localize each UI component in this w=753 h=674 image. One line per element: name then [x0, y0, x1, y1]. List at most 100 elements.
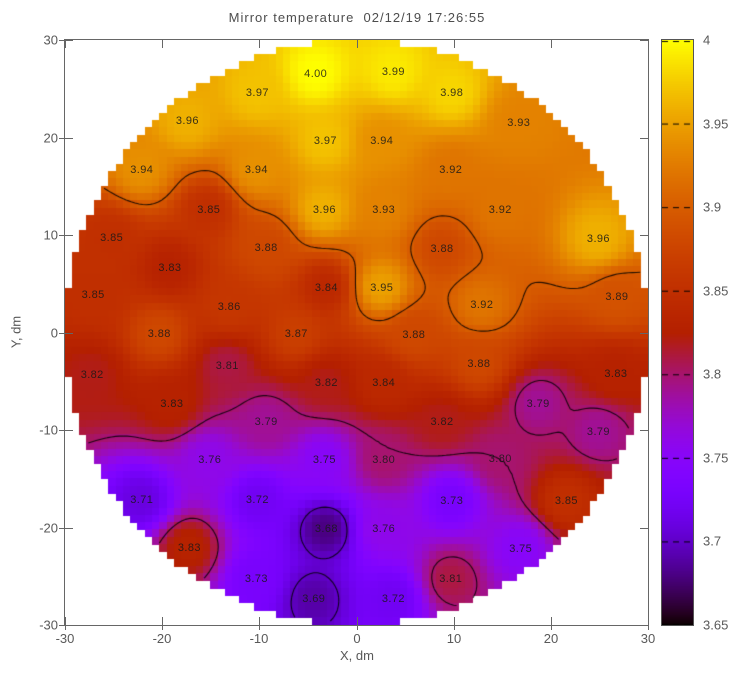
y-tick	[59, 333, 65, 334]
y-tick	[65, 430, 73, 431]
temperature-label: 3.94	[244, 163, 268, 176]
y-tick	[640, 625, 648, 626]
colorbar-gradient	[662, 40, 693, 625]
temperature-label: 3.89	[605, 291, 629, 304]
temperature-label: 3.73	[244, 573, 268, 586]
y-tick	[65, 40, 73, 41]
colorbar-tick-label: 3.75	[703, 450, 729, 466]
temperature-label: 3.76	[372, 523, 396, 536]
y-tick	[640, 235, 648, 236]
temperature-label: 3.95	[370, 281, 394, 294]
temperature-label: 3.71	[130, 494, 154, 507]
y-tick	[59, 40, 65, 41]
temperature-label: 3.88	[430, 242, 454, 255]
y-tick	[65, 528, 73, 529]
temperature-label: 3.81	[439, 573, 463, 586]
plot-title: Mirror temperature 02/12/19 17:26:55	[228, 10, 486, 25]
x-tick	[454, 617, 455, 625]
temperature-label: 3.94	[370, 135, 394, 148]
colorbar-tick-label: 3.7	[703, 533, 722, 549]
temperature-label: 3.80	[372, 454, 396, 467]
colorbar-tick-label: 4	[703, 32, 711, 48]
temperature-label: 3.87	[284, 328, 308, 341]
y-tick-label: 10	[43, 227, 58, 243]
temperature-label: 3.82	[80, 369, 104, 382]
temperature-label: 3.76	[198, 454, 222, 467]
x-tick	[162, 40, 163, 48]
colorbar-tick-label: 3.85	[703, 283, 729, 299]
y-tick	[65, 333, 73, 334]
temperature-label: 3.96	[586, 232, 610, 245]
temperature-label: 3.79	[526, 397, 550, 410]
colorbar-tick-label: 3.65	[703, 617, 729, 633]
temperature-label: 3.83	[160, 397, 184, 410]
y-tick	[640, 430, 648, 431]
x-tick-label: 20	[543, 631, 559, 646]
y-tick	[640, 528, 648, 529]
y-tick	[59, 528, 65, 529]
x-tick-label: 0	[353, 631, 361, 646]
y-tick	[59, 138, 65, 139]
y-tick	[59, 625, 65, 626]
temperature-label: 3.98	[440, 86, 464, 99]
colorbar	[661, 39, 694, 626]
temperature-label: 3.83	[177, 541, 201, 554]
temperature-label: 3.73	[440, 495, 464, 508]
y-tick	[65, 138, 73, 139]
y-tick	[640, 40, 648, 41]
heatmap-canvas	[65, 40, 648, 625]
x-tick	[357, 625, 358, 630]
temperature-label: 3.82	[430, 416, 454, 429]
x-tick	[259, 617, 260, 625]
x-tick	[65, 40, 66, 48]
temperature-label: 3.93	[507, 116, 531, 129]
temperature-label: 3.88	[254, 241, 278, 254]
temperature-label: 3.68	[314, 523, 338, 536]
temperature-label: 3.93	[372, 203, 396, 216]
y-tick	[65, 235, 73, 236]
temperature-label: 3.88	[402, 329, 426, 342]
x-tick-label: -20	[152, 631, 172, 646]
x-tick	[259, 625, 260, 630]
y-tick	[59, 235, 65, 236]
temperature-label: 3.83	[158, 262, 182, 275]
x-tick	[648, 40, 649, 48]
y-tick	[640, 138, 648, 139]
temperature-label: 3.82	[314, 377, 338, 390]
y-tick-label: 20	[43, 130, 58, 146]
y-tick-label: -30	[39, 617, 58, 633]
temperature-label: 3.81	[215, 359, 239, 372]
temperature-label: 3.88	[147, 328, 171, 341]
temperature-label: 3.99	[381, 66, 405, 79]
temperature-label: 3.85	[554, 495, 578, 508]
colorbar-tick-label: 3.95	[703, 116, 729, 132]
temperature-label: 3.85	[81, 289, 105, 302]
temperature-label: 3.92	[470, 299, 494, 312]
y-tick	[65, 625, 73, 626]
y-tick	[59, 430, 65, 431]
x-tick	[648, 617, 649, 625]
x-tick	[162, 617, 163, 625]
temperature-label: 3.69	[302, 592, 326, 605]
temperature-label: 3.75	[312, 454, 336, 467]
temperature-label: 3.84	[372, 377, 396, 390]
x-tick	[162, 625, 163, 630]
x-tick-label: 30	[640, 631, 656, 646]
x-axis-label: X, dm	[340, 648, 374, 663]
y-tick-label: -20	[39, 520, 58, 536]
temperature-label: 3.97	[313, 135, 337, 148]
temperature-label: 3.72	[245, 494, 269, 507]
x-tick-label: -10	[249, 631, 269, 646]
y-tick	[640, 333, 648, 334]
x-tick	[648, 625, 649, 630]
y-tick-label: -10	[39, 422, 58, 438]
temperature-label: 3.79	[586, 425, 610, 438]
x-tick	[65, 617, 66, 625]
temperature-label: 3.86	[217, 301, 241, 314]
temperature-label: 3.85	[100, 231, 124, 244]
x-tick	[259, 40, 260, 48]
temperature-label: 3.96	[312, 203, 336, 216]
x-tick	[65, 625, 66, 630]
temperature-label: 3.80	[488, 453, 512, 466]
